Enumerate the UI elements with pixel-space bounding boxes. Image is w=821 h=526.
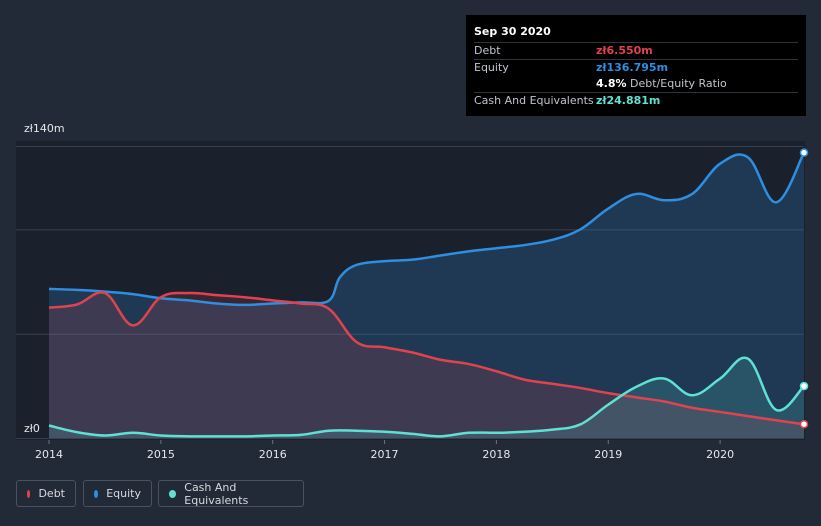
- legend-debt-label: Debt: [38, 487, 65, 500]
- legend-cash-label: Cash And Equivalents: [184, 480, 249, 507]
- tooltip-equity-label: Equity: [474, 61, 509, 74]
- equity-area: [49, 152, 804, 438]
- x-tick-label-2015: 2015: [147, 448, 175, 461]
- x-tick-label-2020: 2020: [706, 448, 734, 461]
- tooltip-ratio-label: Debt/Equity Ratio: [630, 77, 727, 90]
- x-tick-label-2017: 2017: [371, 448, 399, 461]
- x-tick-label-2014: 2014: [35, 448, 63, 461]
- tooltip-debt-value: zł6.550m: [596, 44, 653, 57]
- plot-background: [16, 141, 805, 440]
- debt-end-marker: [799, 419, 809, 429]
- cash-end-marker: [799, 381, 809, 391]
- x-axis-ticks: 2014 2015 2016 2017 2018 2019 2020: [35, 440, 734, 461]
- legend-item-equity[interactable]: Equity: [83, 480, 152, 507]
- tooltip-debt-label: Debt: [474, 44, 501, 57]
- tooltip-row-equity: Equity zł136.795m: [474, 59, 798, 76]
- series-lines: [48, 152, 806, 438]
- cash-area: [49, 357, 804, 438]
- cash-line: [48, 356, 805, 438]
- tooltip-row-ratio: 4.8% Debt/Equity Ratio: [474, 76, 798, 92]
- equity-end-marker: [799, 148, 809, 157]
- tooltip-equity-value: zł136.795m: [596, 61, 669, 74]
- tooltip-ratio: 4.8% Debt/Equity Ratio: [596, 76, 727, 92]
- tooltip-ratio-value: 4.8%: [596, 77, 627, 90]
- equity-legend-dot-icon: [94, 489, 99, 498]
- tooltip-row-debt: Debt zł6.550m: [474, 42, 798, 59]
- tooltip-cash-value: zł24.881m: [596, 94, 661, 107]
- grid-lines: [16, 146, 804, 439]
- x-tick-label-2018: 2018: [482, 448, 510, 461]
- debt-area: [49, 292, 804, 438]
- tooltip-cash-label: Cash And Equivalents: [474, 94, 594, 107]
- tooltip-row-cash: Cash And Equivalents zł24.881m: [474, 92, 798, 109]
- legend-item-cash[interactable]: Cash And Equivalents: [158, 480, 304, 507]
- series-areas: [49, 152, 804, 438]
- debt-legend-dot-icon: [27, 489, 31, 498]
- y-tick-label-top: zł140m: [24, 122, 65, 135]
- cash-legend-dot-icon: [169, 489, 177, 498]
- tooltip-date: Sep 30 2020: [474, 25, 551, 38]
- legend-equity-label: Equity: [106, 487, 141, 500]
- legend-item-debt[interactable]: Debt: [16, 480, 76, 507]
- tooltip: Sep 30 2020 Debt zł6.550m Equity zł136.7…: [466, 15, 806, 116]
- debt-line: [48, 291, 805, 426]
- x-tick-label-2016: 2016: [259, 448, 287, 461]
- end-markers: [799, 148, 809, 429]
- y-tick-label-zero: zł0: [24, 422, 40, 435]
- x-tick-label-2019: 2019: [594, 448, 622, 461]
- equity-line: [48, 152, 806, 307]
